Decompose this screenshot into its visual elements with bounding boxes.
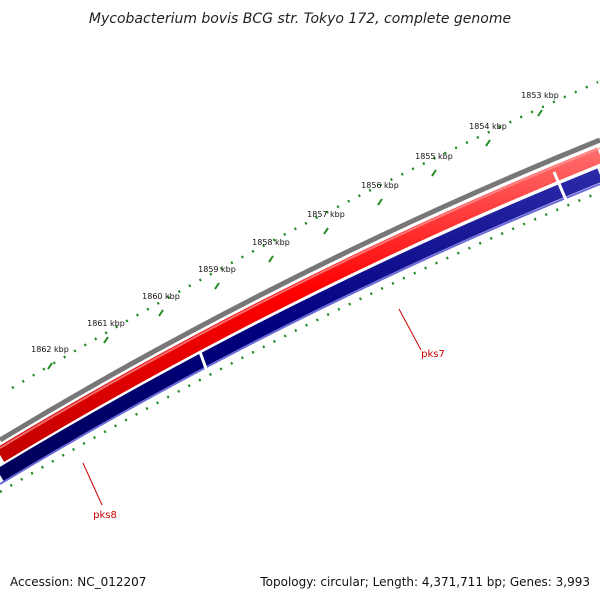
tick-label-1857: 1857 kbp (307, 210, 345, 219)
forward-strand-ring (0, 147, 600, 462)
tick-label-1859: 1859 kbp (198, 265, 236, 274)
major-tick-1 (485, 139, 491, 147)
major-tick-3 (377, 198, 383, 206)
kbp-tick-marks (47, 109, 543, 370)
major-tick-5 (268, 255, 274, 263)
major-tick-9 (47, 362, 53, 370)
tick-label-1858: 1858 kbp (252, 238, 290, 247)
tick-label-1860: 1860 kbp (142, 292, 180, 301)
major-tick-8 (103, 336, 109, 344)
outer-tick-track (11, 80, 599, 390)
tick-label-1853: 1853 kbp (521, 91, 559, 100)
genome-summary-text: Topology: circular; Length: 4,371,711 bp… (259, 575, 590, 589)
reverse-strand-edge (0, 183, 600, 485)
major-tick-2 (431, 169, 437, 177)
pks7-leader-line (398, 308, 422, 351)
backbone-ring (0, 137, 600, 443)
tick-label-1861: 1861 kbp (87, 319, 125, 328)
pks8-leader-line (82, 462, 103, 506)
major-tick-0 (537, 109, 543, 117)
gene-label-pks7[interactable]: pks7 (421, 349, 445, 360)
major-tick-6 (214, 282, 220, 290)
gene-boundary-pks8-pks7 (198, 351, 214, 386)
forward-strand-highlight (0, 147, 600, 449)
major-tick-7 (158, 309, 164, 317)
tick-label-1862: 1862 kbp (31, 345, 69, 354)
kbp-tick-labels: 1853 kbp 1854 kbp 1855 kbp 1856 kbp 1857… (31, 91, 559, 354)
map-title: Mycobacterium bovis BCG str. Tokyo 172, … (89, 11, 511, 27)
major-tick-4 (323, 227, 329, 235)
gene-label-pks8[interactable]: pks8 (93, 510, 117, 521)
tick-label-1856: 1856 kbp (361, 181, 399, 190)
gene-boundary-pks7-next (552, 171, 568, 201)
reverse-strand-ring (0, 168, 600, 481)
tick-label-1854: 1854 kbp (469, 122, 507, 131)
tick-label-1855: 1855 kbp (415, 152, 453, 161)
inner-tick-track (0, 190, 600, 494)
accession-text: Accession: NC_012207 (10, 575, 146, 589)
